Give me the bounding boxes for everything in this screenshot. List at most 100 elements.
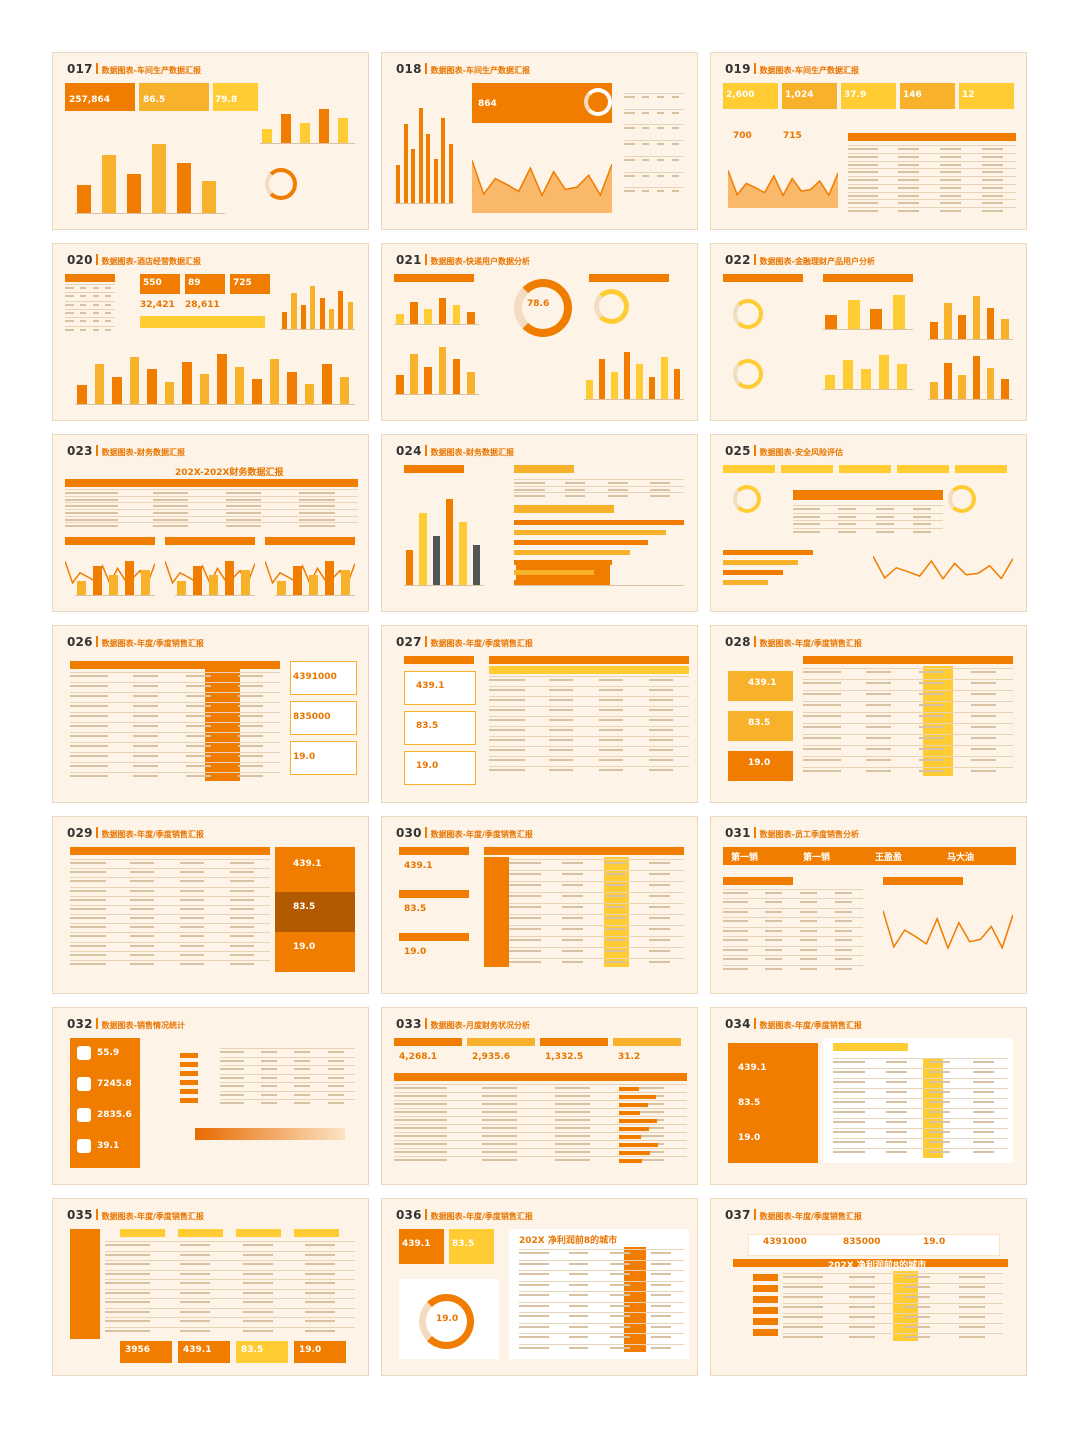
cell	[848, 179, 879, 182]
cell	[568, 1336, 589, 1338]
column-header	[178, 1229, 223, 1237]
cell	[609, 1273, 630, 1275]
template-card-028[interactable]: 028 数据图表-年度/季度销售汇报 439.1 83.5 19.0	[710, 625, 1027, 803]
row-line	[70, 762, 280, 763]
cell	[185, 745, 211, 747]
cell	[723, 892, 749, 894]
template-card-036[interactable]: 036 数据图表-年度/季度销售汇报 439.1 83.5 19.0 202X 净利润前8…	[381, 1198, 698, 1376]
cell	[568, 1252, 589, 1254]
kpi-value: 1,024	[785, 90, 814, 100]
cell	[481, 1119, 518, 1121]
title-divider	[424, 827, 427, 838]
cell	[959, 1316, 986, 1318]
template-card-026[interactable]: 026 数据图表-年度/季度销售汇报 4391000 835000 19.0	[52, 625, 369, 803]
cell	[849, 1316, 876, 1318]
cell	[835, 892, 852, 894]
template-card-035[interactable]: 035 数据图表-年度/季度销售汇报 3956 439.1 83.5 19.0	[52, 1198, 369, 1376]
template-card-019[interactable]: 019 数据图表-车间生产数据汇报 2,600 1,024 37.9 146 12 700 71…	[710, 52, 1027, 230]
cell	[230, 962, 254, 965]
kpi-value: 4,268.1	[399, 1052, 438, 1062]
row-line	[519, 1259, 684, 1261]
bar-chart	[280, 279, 355, 330]
template-card-024[interactable]: 024 数据图表-财务数据汇报	[381, 434, 698, 612]
chart-bar	[944, 303, 952, 339]
cell	[519, 1294, 549, 1296]
row-line	[394, 1116, 687, 1117]
city-table	[519, 1249, 684, 1354]
template-card-031[interactable]: 031 数据图表-员工季度销售分析 第一销 第一销 王盈盈 马大油	[710, 816, 1027, 994]
row-line	[723, 964, 863, 966]
cell	[294, 1059, 311, 1062]
template-card-034[interactable]: 034 数据图表-年度/季度销售汇报 439.1 83.5 19.0	[710, 1007, 1027, 1185]
kpi-box	[723, 83, 778, 109]
cell	[793, 530, 820, 533]
cell	[723, 910, 749, 913]
row-line	[70, 941, 270, 943]
card-header: 020 数据图表-酒店经营数据汇报	[67, 253, 201, 267]
bar-chart	[584, 344, 684, 400]
row-line	[783, 1273, 1003, 1274]
axis	[75, 595, 155, 596]
card-header: 028 数据图表-年度/季度销售汇报	[725, 635, 862, 649]
row-line	[394, 1156, 687, 1157]
title-divider	[424, 1018, 427, 1029]
template-card-020[interactable]: 020 数据图表-酒店经营数据汇报 550 89 725 32,421 28,611	[52, 243, 369, 421]
cell	[92, 320, 99, 323]
template-card-027[interactable]: 027 数据图表-年度/季度销售汇报 439.1 83.5 19.0	[381, 625, 698, 803]
title-divider	[753, 254, 756, 265]
chart-bar	[673, 369, 681, 399]
kpi-card	[404, 711, 476, 745]
row-line	[793, 512, 943, 514]
template-card-030[interactable]: 030 数据图表-年度/季度销售汇报 439.1 83.5 19.0	[381, 816, 698, 994]
cell	[260, 1059, 277, 1062]
template-card-022[interactable]: 022 数据图表-金融理财产品用户分析	[710, 243, 1027, 421]
template-card-025[interactable]: 025 数据图表-安全风险评估	[710, 434, 1027, 612]
cell	[519, 1283, 549, 1286]
kpi-card	[290, 661, 357, 695]
cell	[226, 525, 262, 528]
template-card-033[interactable]: 033 数据图表-月度财务状况分析 4,268.1 2,935.6 1,332.5 31.…	[381, 1007, 698, 1185]
cell	[328, 1051, 345, 1053]
label-column	[70, 1229, 100, 1339]
template-card-021[interactable]: 021 数据图表-快递用户数据分析 78.6	[381, 243, 698, 421]
template-card-029[interactable]: 029 数据图表-年度/季度销售汇报 439.1 83.5 19.0	[52, 816, 369, 994]
chart-bar	[930, 321, 938, 339]
cell	[509, 884, 541, 886]
template-card-023[interactable]: 023 数据图表-财务数据汇报 202X-202X财务数据汇报	[52, 434, 369, 612]
cell	[875, 530, 894, 533]
cell	[481, 1135, 518, 1137]
cell	[913, 508, 931, 510]
bar-chart	[404, 485, 484, 586]
progress-cell	[619, 1151, 650, 1155]
cell	[765, 967, 782, 970]
bar-chart	[75, 349, 355, 405]
cell	[649, 709, 673, 711]
kpi-panel	[275, 847, 355, 892]
cell	[982, 202, 1003, 205]
cell	[898, 202, 919, 205]
title-divider	[95, 1209, 98, 1220]
cell	[624, 158, 635, 161]
template-card-018[interactable]: 018 数据图表-车间生产数据汇报 864	[381, 52, 698, 230]
template-card-032[interactable]: 032 数据图表-销售情况统计 55.9 7245.8 2835.6 39.1	[52, 1007, 369, 1185]
chart-bar	[433, 159, 438, 203]
cell	[866, 693, 892, 695]
cell	[800, 901, 817, 904]
cell	[866, 770, 892, 772]
cell	[800, 910, 817, 913]
cell	[982, 163, 1003, 166]
template-card-017[interactable]: 017 数据图表-车间生产数据汇报 257,864 86.5 79.8	[52, 52, 369, 230]
cell	[180, 1244, 210, 1246]
card-title: 数据图表-安全风险评估	[759, 448, 843, 457]
cell	[848, 171, 879, 174]
cell	[238, 695, 264, 697]
template-card-037[interactable]: 037 数据图表-年度/季度销售汇报 4391000 835000 19.0 202X 净…	[710, 1198, 1027, 1376]
cell	[70, 715, 108, 717]
cell	[609, 1252, 630, 1254]
cell	[940, 155, 961, 158]
cell	[70, 675, 108, 677]
kpi-value: 715	[783, 131, 802, 141]
chart-bar	[879, 354, 889, 389]
cell	[185, 765, 211, 767]
chart-bar	[202, 181, 216, 213]
